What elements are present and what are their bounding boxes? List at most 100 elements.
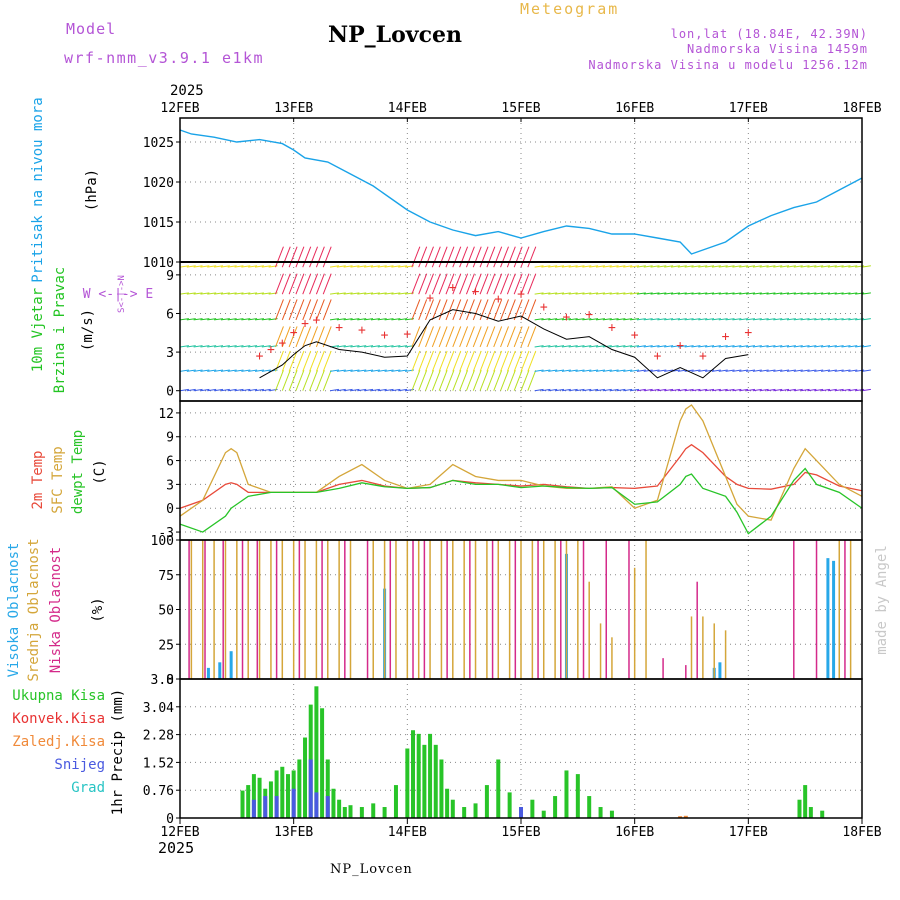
wind-barb (520, 246, 530, 268)
wind-compass-we: W <-|-> E (83, 287, 153, 302)
wind-barb (541, 388, 551, 392)
wind-barb (561, 265, 571, 268)
wind-barb (179, 369, 189, 372)
wind-barb (807, 369, 817, 372)
precip-legend-2: Zaledj.Kisa (12, 734, 105, 750)
wind-barb (493, 350, 503, 372)
gust-marker: + (335, 321, 343, 336)
wind-barb (848, 388, 858, 392)
wind-barb (582, 265, 592, 268)
wind-barb (370, 292, 380, 295)
wind-barb (281, 246, 291, 268)
wind-barb (411, 370, 421, 391)
wind-barb (200, 388, 210, 392)
wind-barb (657, 318, 667, 321)
wind-barb (506, 350, 516, 372)
wind-barb (391, 292, 401, 295)
wind-barb (186, 292, 196, 295)
wind-barb (609, 265, 619, 268)
wind-barb (827, 265, 837, 268)
gust-marker: + (256, 349, 264, 364)
wind-barb (186, 265, 196, 268)
wind-barb (677, 345, 687, 348)
year-top: 2025 (170, 83, 204, 99)
wind-barb (848, 265, 858, 268)
precip-snow-bar (274, 796, 279, 818)
wind-barb (418, 273, 428, 295)
precip-total-bar (428, 733, 433, 818)
wind-barb (739, 292, 749, 295)
wind-barb (472, 350, 482, 372)
temp-unit: (C) (92, 459, 108, 484)
wind-barb (186, 345, 196, 348)
wind-barb (657, 265, 667, 268)
wind-barb (555, 388, 565, 392)
gust-marker: + (517, 287, 525, 302)
wind-barb (555, 318, 565, 321)
wind-barb (636, 292, 646, 295)
wind-barb (500, 273, 509, 295)
wind-barb (315, 273, 325, 295)
wind-barb (254, 265, 264, 268)
wind-barb (711, 369, 721, 372)
wind-barb (698, 345, 708, 348)
wind-barb (752, 388, 762, 392)
wind-barb (234, 345, 244, 348)
wind-barb (425, 370, 434, 391)
gust-marker: + (472, 284, 480, 299)
wind-barb (302, 273, 312, 295)
precip-total-bar (553, 796, 558, 818)
wind-barb (472, 273, 482, 295)
wind-barb (459, 370, 469, 391)
precip-total-bar (246, 785, 251, 818)
wind-barb (214, 388, 224, 392)
precip-unit: 1hr Precip (mm) (110, 689, 126, 815)
wind-barb (309, 246, 319, 268)
wind-barb (200, 318, 210, 321)
wind-barb (465, 350, 475, 372)
wind-barb (861, 369, 871, 372)
wind-barb (302, 326, 312, 348)
wind-barb (418, 299, 428, 321)
wind-barb (732, 388, 742, 392)
precip-total-bar (439, 759, 444, 818)
ytick-temp-0: -3 (158, 526, 174, 541)
wind-barb (636, 369, 646, 372)
model-value: wrf-nmm_v3.9.1 e1km (64, 49, 265, 67)
wind-barb (643, 292, 653, 295)
wind-barb (336, 318, 346, 321)
wind-barb (513, 273, 523, 295)
precip-total-bar (609, 810, 614, 818)
wind-barb (479, 246, 489, 268)
altitude-text: Nadmorska Visina 1459m (687, 42, 868, 56)
wind-barb (705, 369, 715, 372)
wind-barb (479, 273, 489, 295)
wind-barb (759, 318, 769, 321)
wind-barb (800, 318, 810, 321)
ytick-precip-4: 3.04 (143, 701, 174, 716)
wind-barb (807, 265, 817, 268)
wind-barb (589, 369, 599, 372)
wind-barb (582, 292, 592, 295)
wind-barb (684, 292, 694, 295)
wind-barb (595, 265, 605, 268)
wind-barb (445, 326, 455, 348)
wind-barb (398, 388, 408, 392)
wind-barb (452, 350, 462, 372)
gust-marker: + (290, 326, 298, 341)
gust-marker: + (563, 310, 571, 325)
wind-barb (718, 318, 728, 321)
wind-barb (445, 246, 455, 268)
wind-barb (786, 369, 796, 372)
wind-barb (630, 388, 640, 392)
wind-barb (207, 345, 217, 348)
wind-barb (227, 388, 237, 392)
wind-barb (425, 326, 434, 348)
wind-barb (684, 388, 694, 392)
wind-barb (486, 273, 496, 295)
wind-barb (691, 292, 701, 295)
wind-barb (814, 318, 824, 321)
wind-barb (343, 388, 353, 392)
wind-barb (548, 318, 558, 321)
wind-barb (520, 370, 530, 391)
